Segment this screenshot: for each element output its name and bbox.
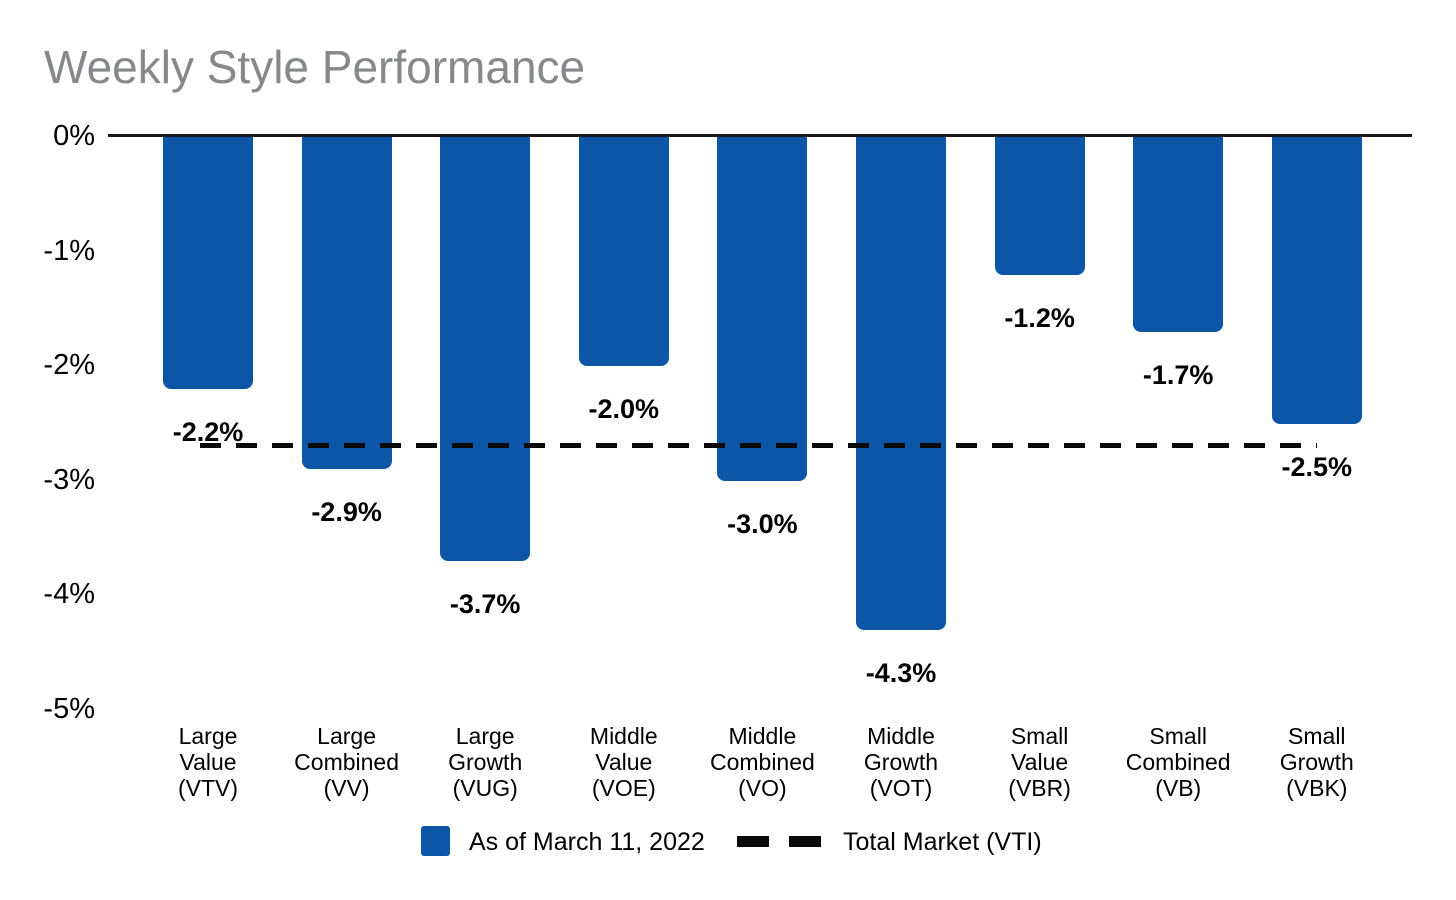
value-label-vv: -2.9%	[311, 497, 382, 528]
legend-line-label: Total Market (VTI)	[843, 828, 1042, 856]
category-label-vbr: Small Value (VBR)	[1008, 723, 1071, 801]
bar-vo	[717, 137, 808, 481]
value-label-vb: -1.7%	[1142, 359, 1214, 390]
legend-bar-label: As of March 11, 2022	[469, 828, 705, 856]
y-axis-tick-label: -3%	[43, 463, 95, 496]
bar-vtv	[163, 137, 253, 390]
bar-vb	[1133, 137, 1224, 332]
category-label-vv: Large Combined (VV)	[294, 723, 400, 801]
category-label-vug: Large Growth (VUG)	[448, 723, 523, 801]
category-label-vo: Middle Combined (VO)	[709, 723, 815, 801]
y-axis-tick-label: 0%	[53, 120, 95, 152]
legend-dash-swatch-icon	[737, 836, 821, 847]
bar-vv	[301, 137, 392, 470]
value-label-vug: -3.7%	[449, 589, 521, 620]
chart-title: Weekly Style Performance	[44, 41, 586, 93]
y-axis-tick-label: -2%	[43, 349, 95, 382]
value-label-vot: -4.3%	[865, 657, 937, 688]
value-label-vtv: -2.2%	[172, 417, 244, 448]
category-label-vbk: Small Growth (VBK)	[1279, 723, 1354, 801]
y-axis-tick-label: -5%	[43, 693, 95, 725]
bar-voe	[578, 137, 669, 367]
value-label-vbr: -1.2%	[1004, 302, 1075, 333]
bar-vbk	[1271, 137, 1362, 424]
zero-axis-line	[108, 134, 1412, 137]
bar-vug	[440, 137, 531, 562]
bar-vbr	[994, 137, 1085, 275]
category-label-vtv: Large Value (VTV)	[177, 723, 239, 801]
y-axis-tick-label: -1%	[43, 234, 95, 267]
category-label-voe: Middle Value (VOE)	[589, 723, 658, 801]
legend: As of March 11, 2022 Total Market (VTI)	[0, 824, 1456, 860]
value-label-vo: -3.0%	[727, 508, 798, 539]
category-label-vb: Small Combined (VB)	[1125, 723, 1231, 801]
category-label-vot: Middle Growth (VOT)	[863, 723, 939, 801]
value-label-vbk: -2.5%	[1281, 451, 1353, 482]
vti-dashed-line	[200, 443, 1317, 449]
legend-bar-swatch-icon	[421, 826, 450, 856]
value-label-voe: -2.0%	[588, 394, 660, 425]
y-axis-tick-label: -4%	[43, 578, 95, 611]
bar-vot	[856, 137, 946, 630]
